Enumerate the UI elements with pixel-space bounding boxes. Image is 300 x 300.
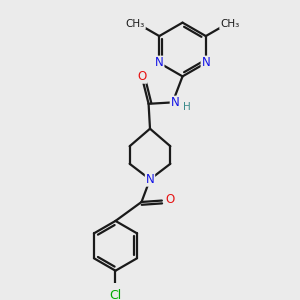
Text: O: O bbox=[165, 194, 174, 206]
Text: O: O bbox=[137, 70, 147, 83]
Text: N: N bbox=[146, 173, 154, 186]
Text: H: H bbox=[184, 102, 191, 112]
Text: N: N bbox=[170, 97, 179, 110]
Text: CH₃: CH₃ bbox=[220, 19, 239, 28]
Text: Cl: Cl bbox=[110, 290, 122, 300]
Text: CH₃: CH₃ bbox=[126, 19, 145, 28]
Text: N: N bbox=[201, 56, 210, 69]
Text: N: N bbox=[155, 56, 164, 69]
